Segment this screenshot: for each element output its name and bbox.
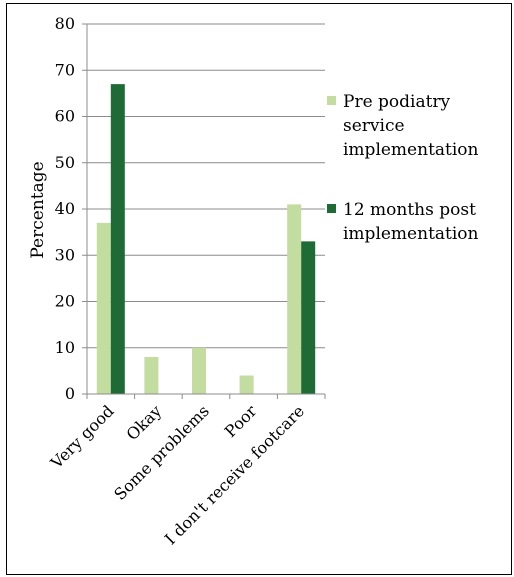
bar-series-2-5 [301, 241, 316, 394]
gridlines [87, 23, 325, 349]
bar-series-2-1 [110, 84, 125, 394]
y-tick-label: 0 [65, 384, 75, 403]
bar-series-1-2 [144, 357, 159, 394]
legend-label-2: 12 months post [343, 200, 476, 220]
legend-swatch-2 [327, 204, 336, 213]
y-tick-label: 30 [55, 245, 75, 264]
y-tick-label: 40 [55, 199, 75, 218]
bars [96, 84, 316, 394]
bar-series-1-5 [287, 204, 302, 394]
bar-series-1-4 [239, 375, 254, 394]
bar-series-1-3 [192, 347, 206, 394]
y-tick-label: 60 [55, 107, 75, 126]
legend-label-1: implementation [343, 140, 479, 160]
y-axis: 0 10 20 30 40 50 60 70 80 [55, 14, 88, 403]
y-tick-label: 80 [55, 14, 75, 33]
legend-label-2: implementation [343, 224, 479, 244]
y-tick-label: 10 [55, 338, 75, 357]
x-tick-label: Very good [46, 401, 117, 472]
y-tick-label: 70 [55, 60, 75, 79]
legend-swatch-1 [327, 96, 336, 105]
y-axis-label: Percentage [28, 161, 48, 258]
legend-label-1: Pre podiatry [343, 92, 451, 112]
x-tick-label: Poor [221, 401, 261, 441]
y-tick-label: 20 [55, 292, 75, 311]
x-tick-label: Okay [123, 401, 166, 444]
legend: Pre podiatry service implementation 12 mont… [327, 92, 479, 244]
bar-series-1-1 [96, 222, 111, 394]
chart-frame [6, 3, 512, 575]
legend-label-1: service [343, 116, 405, 136]
y-tick-label: 50 [55, 153, 75, 172]
